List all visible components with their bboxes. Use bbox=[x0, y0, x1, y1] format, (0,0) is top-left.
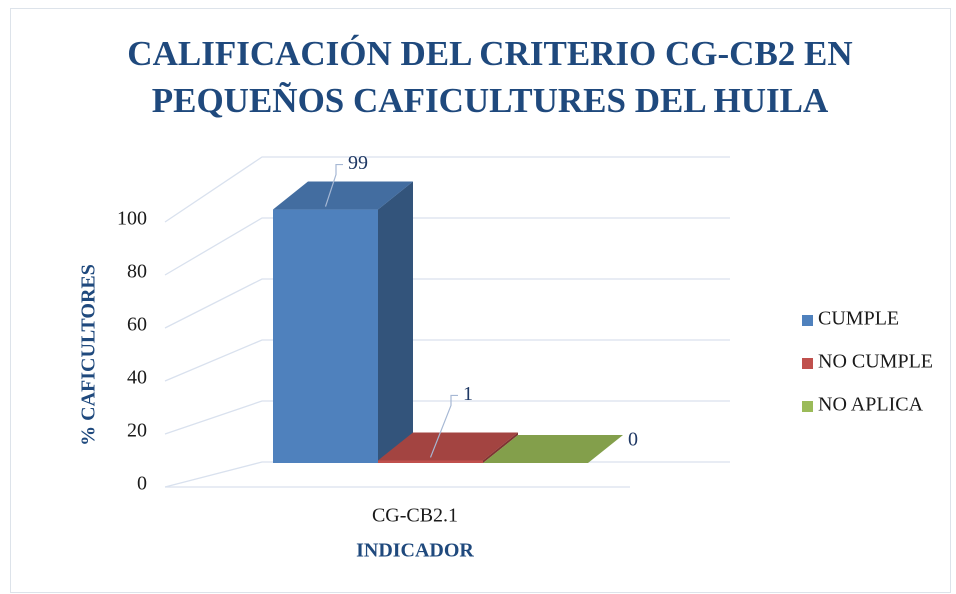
chart-title: PEQUEÑOS CAFICULTURES DEL HUILA bbox=[152, 81, 829, 120]
bar-side-shade bbox=[378, 181, 413, 463]
grid-line bbox=[164, 400, 730, 435]
y-axis-title: % CAFICULTORES bbox=[78, 264, 100, 446]
data-label: 0 bbox=[628, 429, 638, 451]
grid-line bbox=[164, 156, 730, 223]
y-tick-label: 40 bbox=[127, 367, 147, 389]
bar-top-shade bbox=[483, 435, 623, 463]
bar-front bbox=[273, 209, 378, 463]
y-tick-label: 60 bbox=[127, 314, 147, 336]
leader-line bbox=[429, 394, 458, 458]
data-label: 1 bbox=[463, 383, 473, 405]
chart-title: CALIFICACIÓN DEL CRITERIO CG-CB2 EN bbox=[127, 33, 852, 73]
bar-top bbox=[273, 181, 413, 210]
data-label: 99 bbox=[348, 152, 368, 174]
legend-swatch bbox=[802, 358, 813, 369]
bar-side-shade bbox=[483, 432, 518, 463]
legend-swatch bbox=[802, 401, 813, 412]
chart-frame bbox=[10, 8, 951, 593]
legend-label: NO APLICA bbox=[818, 394, 924, 416]
y-tick-label: 20 bbox=[127, 420, 147, 442]
x-axis-title: INDICADOR bbox=[356, 540, 474, 562]
bar-top-shade bbox=[273, 181, 413, 210]
x-tick-label: CG-CB2.1 bbox=[372, 505, 458, 527]
legend-label: CUMPLE bbox=[818, 308, 899, 330]
bar-top-shade bbox=[378, 432, 518, 461]
grid-line bbox=[164, 217, 730, 276]
bar-top bbox=[483, 435, 623, 463]
grid-line bbox=[164, 339, 730, 382]
grid-line bbox=[164, 278, 730, 329]
bar-side bbox=[378, 181, 413, 463]
bar-top bbox=[378, 432, 518, 461]
y-tick-label: 0 bbox=[137, 473, 147, 495]
y-tick-label: 80 bbox=[127, 261, 147, 283]
leader-line bbox=[324, 163, 343, 207]
legend-label: NO CUMPLE bbox=[818, 351, 933, 373]
legend-swatch bbox=[802, 315, 813, 326]
bar-side bbox=[483, 432, 518, 463]
bar-front bbox=[378, 460, 483, 463]
y-tick-label: 100 bbox=[117, 208, 147, 230]
